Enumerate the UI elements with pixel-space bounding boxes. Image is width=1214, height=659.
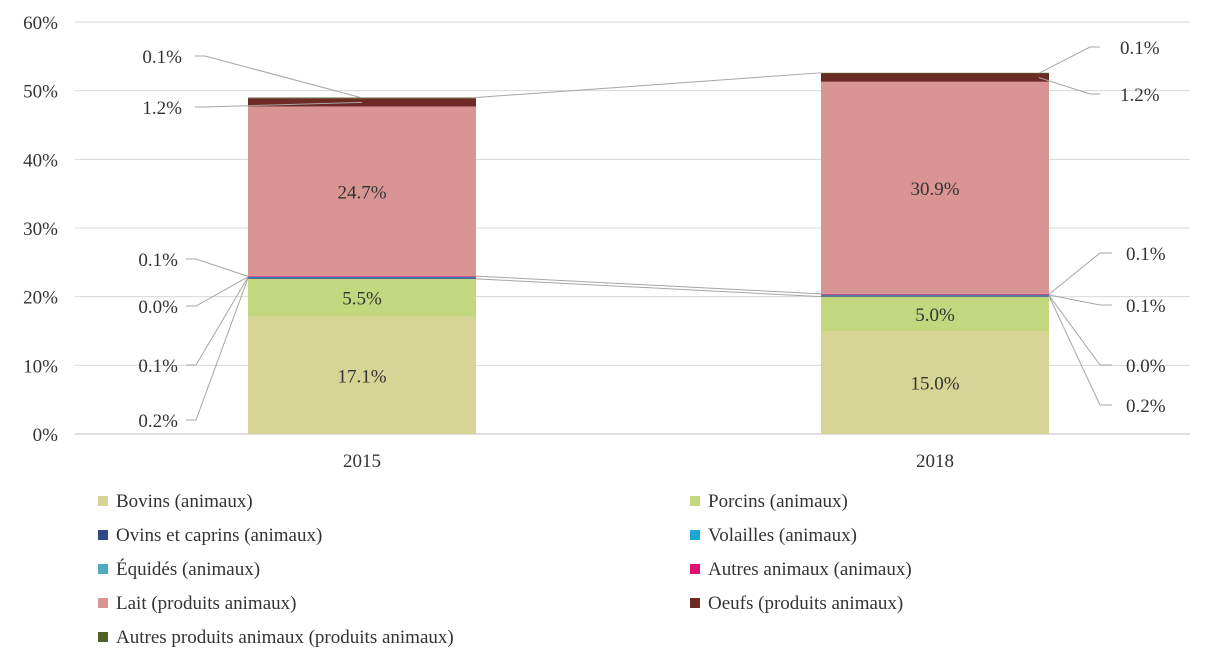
legend-label: Bovins (animaux) [116,491,253,512]
data-label: 30.9% [910,179,959,200]
series-connector [475,72,822,99]
legend-swatch [98,564,108,574]
legend-label: Volailles (animaux) [708,525,857,546]
leader-line [186,276,249,366]
legend-label: Équidés (animaux) [116,558,260,580]
bar-segment [248,316,476,434]
bar-segment [821,294,1049,296]
x-category-label: 2015 [343,451,381,472]
data-label: 0.1% [138,250,178,271]
bar-segment [821,73,1049,82]
data-label: 0.1% [138,356,178,377]
series-connector [475,275,822,295]
bars [248,72,1049,434]
data-label: 17.1% [337,366,386,387]
bar-segment [821,72,1049,74]
leader-line [1048,294,1112,306]
data-label: 1.2% [1120,85,1160,106]
legend-swatch [690,598,700,608]
data-label: 0.0% [138,297,178,318]
bar-segment [248,106,476,277]
series-connector [475,278,822,298]
data-label: 0.1% [1120,38,1160,59]
leader-line [1048,295,1112,406]
legend-swatch [98,496,108,506]
data-label: 0.1% [1126,296,1166,317]
data-label: 0.0% [1126,356,1166,377]
y-tick-label: 10% [23,356,58,377]
leader-line [186,258,249,277]
legend-label: Autres produits animaux (produits animau… [116,627,454,648]
legend-swatch [690,530,700,540]
leader-line [195,101,363,108]
leader-line [186,277,249,421]
leader-line [195,55,363,99]
leader-line [1048,294,1112,366]
data-label: 0.2% [138,411,178,432]
leader-line [1038,77,1100,95]
y-tick-label: 30% [23,219,58,240]
legend-label: Autres animaux (animaux) [708,559,912,580]
leader-line [1038,46,1100,74]
leader-line [186,276,249,307]
y-tick-label: 60% [23,13,58,34]
data-labels: 17.1% 15.0% 5.5% 5.0% 24.7% 30.9% 0.1% 0.0% 0.1%… [138,38,1165,432]
legend-swatch [690,496,700,506]
data-label: 24.7% [337,182,386,203]
bar-segment [248,277,476,279]
data-label: 5.5% [342,289,382,310]
legend-label: Lait (produits animaux) [116,593,296,614]
legend-swatch [98,598,108,608]
bar-segment [248,278,476,317]
data-label: 0.2% [1126,396,1166,417]
bar-segment [821,331,1049,434]
legend-swatch [98,530,108,540]
bar-segment [821,296,1049,331]
data-label: 5.0% [915,305,955,326]
bar-segment [248,276,476,278]
leader-line [1048,252,1112,295]
data-label: 15.0% [910,374,959,395]
x-category-label: 2018 [916,451,954,472]
data-label: 0.1% [1126,244,1166,265]
legend: Bovins (animaux) Porcins (animaux) Ovins e… [98,491,912,648]
bar-segment [821,81,1049,294]
leader-lines [186,46,1112,421]
data-label: 1.2% [142,98,182,119]
bar-segment [821,293,1049,295]
x-axis: 2015 2018 [343,451,954,472]
bar-segment [248,276,476,277]
legend-label: Porcins (animaux) [708,491,848,512]
legend-label: Oeufs (produits animaux) [708,593,903,614]
y-tick-label: 20% [23,288,58,309]
y-tick-label: 50% [23,82,58,103]
y-axis: 0% 10% 20% 30% 40% 50% 60% [23,13,58,446]
y-tick-label: 0% [33,425,59,446]
legend-swatch [690,564,700,574]
legend-swatch [98,632,108,642]
legend-label: Ovins et caprins (animaux) [116,525,322,546]
bar-segment [821,295,1049,297]
data-label: 0.1% [142,47,182,68]
y-tick-label: 40% [23,150,58,171]
